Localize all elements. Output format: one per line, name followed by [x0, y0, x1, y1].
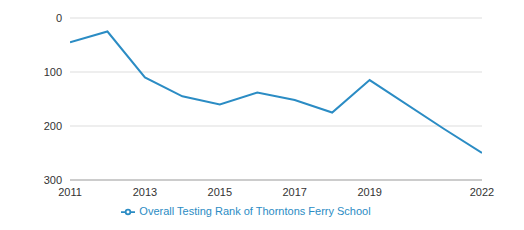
svg-text:2022: 2022	[470, 186, 494, 198]
svg-text:2019: 2019	[357, 186, 381, 198]
svg-text:2017: 2017	[282, 186, 306, 198]
svg-text:2011: 2011	[58, 186, 82, 198]
html-text:Overall Testing Rank of Thornt: Overall Testing Rank of Thorntons Ferry …	[139, 205, 371, 217]
svg-text:300: 300	[44, 174, 62, 186]
svg-text:0: 0	[56, 12, 62, 24]
svg-text:100: 100	[44, 66, 62, 78]
svg-text:2013: 2013	[133, 186, 157, 198]
svg-text:200: 200	[44, 120, 62, 132]
svg-text:2015: 2015	[208, 186, 232, 198]
